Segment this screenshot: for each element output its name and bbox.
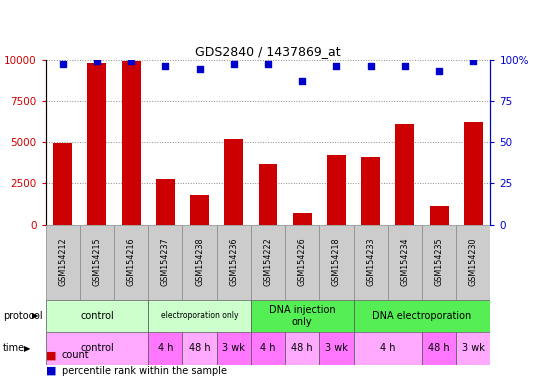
Text: 4 h: 4 h — [380, 343, 396, 354]
Bar — [225, 139, 243, 225]
Bar — [53, 143, 72, 225]
Point — [93, 58, 101, 64]
Text: ▶: ▶ — [32, 311, 39, 320]
Bar — [148, 225, 182, 300]
Bar — [464, 122, 483, 225]
Bar — [354, 225, 388, 300]
Bar — [217, 332, 251, 365]
Bar — [251, 332, 285, 365]
Point — [332, 63, 341, 69]
Bar — [46, 300, 148, 332]
Text: DNA injection
only: DNA injection only — [269, 305, 336, 327]
Bar — [258, 164, 278, 225]
Bar — [456, 332, 490, 365]
Bar — [182, 332, 217, 365]
Bar — [251, 300, 354, 332]
Bar — [114, 225, 148, 300]
Bar — [285, 332, 319, 365]
Point — [298, 78, 307, 84]
Text: 4 h: 4 h — [260, 343, 276, 354]
Text: 3 wk: 3 wk — [462, 343, 485, 354]
Text: GSM154234: GSM154234 — [400, 238, 410, 286]
Text: GSM154238: GSM154238 — [195, 238, 204, 286]
Bar — [148, 300, 251, 332]
Text: GSM154215: GSM154215 — [92, 238, 101, 286]
Text: GSM154230: GSM154230 — [469, 238, 478, 286]
Text: GSM154222: GSM154222 — [264, 238, 272, 286]
Bar — [46, 332, 148, 365]
Text: 3 wk: 3 wk — [222, 343, 245, 354]
Text: GSM154236: GSM154236 — [229, 238, 239, 286]
Text: GSM154235: GSM154235 — [435, 238, 444, 286]
Point — [229, 61, 238, 68]
Bar — [354, 300, 490, 332]
Text: DNA electroporation: DNA electroporation — [373, 311, 472, 321]
Text: ■: ■ — [46, 350, 56, 360]
Bar — [361, 157, 380, 225]
Bar — [285, 225, 319, 300]
Text: 48 h: 48 h — [292, 343, 313, 354]
Text: GSM154218: GSM154218 — [332, 238, 341, 286]
Bar — [422, 225, 456, 300]
Text: count: count — [62, 350, 90, 360]
Bar — [46, 225, 80, 300]
Point — [264, 61, 272, 68]
Bar — [456, 225, 490, 300]
Bar — [190, 195, 209, 225]
Text: electroporation only: electroporation only — [161, 311, 239, 320]
Point — [161, 63, 169, 69]
Point — [58, 61, 67, 68]
Text: protocol: protocol — [3, 311, 42, 321]
Text: time: time — [3, 343, 25, 354]
Bar — [319, 225, 354, 300]
Bar — [430, 207, 449, 225]
Point — [127, 58, 136, 64]
Text: GSM154233: GSM154233 — [366, 238, 375, 286]
Bar — [388, 225, 422, 300]
Point — [400, 63, 409, 69]
Text: percentile rank within the sample: percentile rank within the sample — [62, 366, 227, 376]
Text: GSM154237: GSM154237 — [161, 238, 170, 286]
Text: GSM154212: GSM154212 — [58, 238, 67, 286]
Text: control: control — [80, 343, 114, 354]
Bar — [422, 332, 456, 365]
Text: GSM154226: GSM154226 — [297, 238, 307, 286]
Bar — [251, 225, 285, 300]
Text: 3 wk: 3 wk — [325, 343, 348, 354]
Bar — [182, 225, 217, 300]
Bar — [80, 225, 114, 300]
Text: 48 h: 48 h — [189, 343, 210, 354]
Bar — [156, 179, 175, 225]
Bar — [148, 332, 182, 365]
Text: 48 h: 48 h — [428, 343, 450, 354]
Bar — [354, 332, 422, 365]
Title: GDS2840 / 1437869_at: GDS2840 / 1437869_at — [195, 45, 341, 58]
Bar — [87, 63, 106, 225]
Bar — [327, 155, 346, 225]
Bar — [217, 225, 251, 300]
Point — [195, 66, 204, 73]
Text: control: control — [80, 311, 114, 321]
Bar — [396, 124, 414, 225]
Bar — [293, 213, 311, 225]
Point — [469, 58, 478, 64]
Text: ■: ■ — [46, 366, 56, 376]
Bar — [122, 61, 140, 225]
Text: GSM154216: GSM154216 — [126, 238, 136, 286]
Point — [367, 63, 375, 69]
Text: 4 h: 4 h — [158, 343, 173, 354]
Text: ▶: ▶ — [24, 344, 31, 353]
Bar — [319, 332, 354, 365]
Point — [435, 68, 443, 74]
